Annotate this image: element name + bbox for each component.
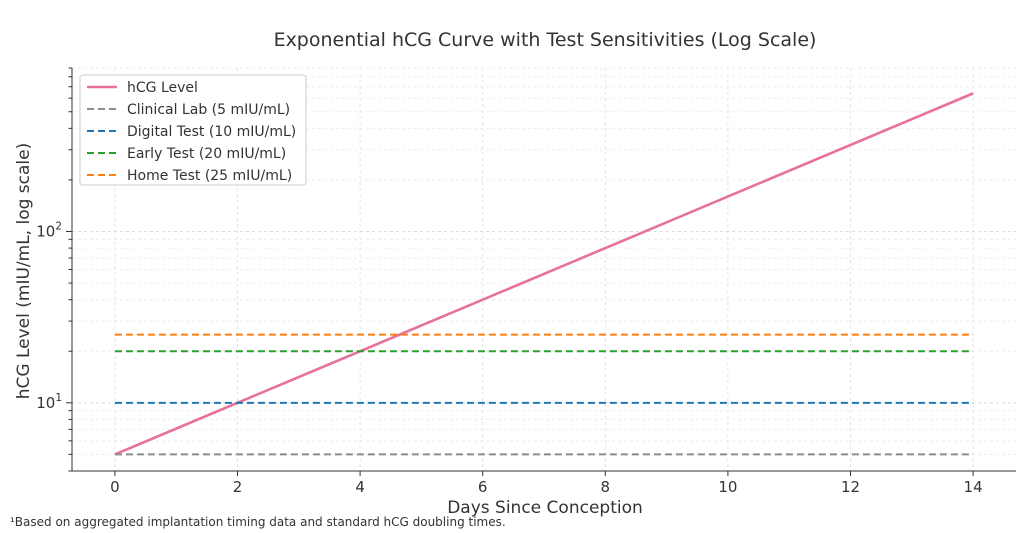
x-axis-label: Days Since Conception [447, 498, 643, 518]
x-tick-label: 12 [841, 478, 860, 496]
legend: hCG Level Clinical Lab (5 mIU/mL) Digital … [79, 74, 307, 186]
x-tick-label: 0 [110, 478, 120, 496]
x-tick-label: 10 [718, 478, 737, 496]
x-tick-label: 4 [355, 478, 365, 496]
footnote: ¹Based on aggregated implantation timing… [10, 515, 506, 529]
y-tick-label: 101 [36, 392, 62, 412]
x-tick-label: 14 [964, 478, 983, 496]
legend-entry: Digital Test (10 mIU/mL) [127, 124, 296, 140]
legend-entry: Early Test (20 mIU/mL) [127, 146, 286, 162]
x-tick-label: 6 [478, 478, 488, 496]
plot-area [114, 92, 974, 456]
series-line [114, 92, 974, 456]
x-tick-label: 8 [601, 478, 611, 496]
legend-entry: Clinical Lab (5 mIU/mL) [127, 102, 290, 118]
axes: 0 2 4 6 8 10 12 14 101 102 [36, 67, 1016, 496]
y-axis-label: hCG Level (mIU/mL, log scale) [14, 143, 34, 399]
legend-entry: hCG Level [127, 80, 198, 96]
chart-title: Exponential hCG Curve with Test Sensitiv… [274, 29, 817, 51]
legend-box [79, 74, 307, 186]
x-tick-label: 2 [233, 478, 243, 496]
y-tick-label: 102 [36, 220, 62, 240]
legend-entry: Home Test (25 mIU/mL) [127, 168, 292, 184]
